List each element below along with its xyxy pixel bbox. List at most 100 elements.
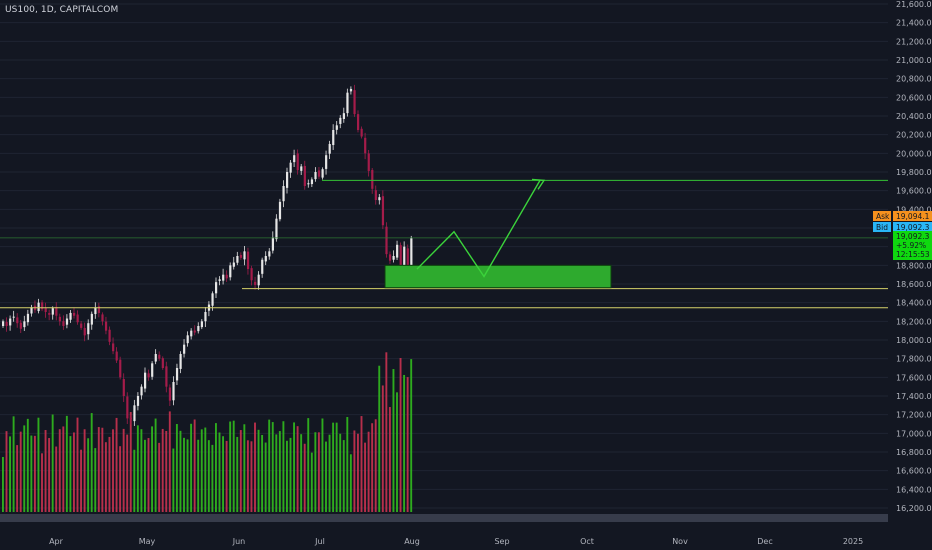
volume-bar [303, 443, 306, 512]
volume-bar [37, 417, 40, 512]
candle-body [161, 358, 164, 368]
candle-body [307, 183, 310, 185]
volume-bar [147, 438, 150, 512]
volume-bar [307, 418, 310, 512]
volume-bar [381, 385, 384, 512]
candle-body [378, 197, 381, 201]
candle-body [5, 321, 8, 326]
price-tick-label: 17,400.0 [896, 392, 932, 401]
volume-bar [5, 431, 8, 512]
volume-bar [232, 420, 235, 512]
candle-body [108, 329, 111, 342]
symbol-title[interactable]: US100, 1D, CAPITALCOM [5, 5, 119, 15]
candle-body [97, 306, 101, 313]
volume-bar [51, 414, 54, 512]
volume-bar [193, 419, 196, 512]
candle-body [140, 386, 143, 396]
candle-body [119, 359, 122, 378]
time-tick-label: Dec [757, 537, 772, 546]
price-tick-label: 21,600.0 [896, 0, 932, 9]
volume-bar [200, 429, 203, 512]
candle-body [51, 308, 54, 315]
candle-body [399, 245, 402, 272]
price-tick-label: 21,200.0 [896, 37, 932, 46]
volume-bar [261, 435, 264, 512]
volume-bar [236, 436, 239, 512]
volume-bar [33, 435, 36, 512]
candle-body [261, 259, 264, 274]
volume-bar [268, 419, 271, 512]
volume-bar [83, 429, 86, 512]
candle-body [403, 246, 406, 272]
candle-body [218, 279, 221, 281]
candle-body [55, 306, 58, 316]
time-tick-label: 2025 [843, 537, 863, 546]
candle-body [122, 379, 125, 396]
candle-body [392, 256, 395, 260]
volume-bar [360, 416, 363, 512]
candle-body [158, 354, 161, 359]
candle-body [278, 201, 282, 220]
volume-bar [399, 357, 402, 512]
price-tick-label: 18,200.0 [896, 317, 932, 326]
volume-bar [12, 416, 15, 512]
price-tick-label: 16,800.0 [896, 448, 932, 457]
volume-bar [388, 407, 391, 512]
candle-body [9, 318, 12, 326]
volume-bar [186, 439, 189, 512]
candle-body [303, 165, 306, 186]
volume-bar [101, 427, 104, 512]
candle-body [94, 307, 97, 315]
volume-bar [239, 430, 242, 512]
candle-body [215, 282, 218, 294]
candle-body [129, 417, 132, 420]
time-scrollbar[interactable] [0, 514, 888, 522]
candle-body [257, 274, 260, 286]
volume-bar [300, 434, 303, 512]
price-tick-label: 20,200.0 [896, 131, 932, 140]
candle-body [147, 373, 150, 378]
candle-body [364, 137, 367, 154]
candle-body [204, 312, 207, 322]
volume-bar [122, 428, 125, 512]
candle-body [126, 396, 129, 419]
bid-tag-value-bg [893, 222, 932, 232]
projection-path[interactable] [416, 180, 541, 278]
candle-body [286, 172, 289, 188]
candle-body [296, 153, 299, 171]
volume-bar [310, 452, 313, 512]
volume-bar [321, 418, 324, 512]
volume-bar [364, 442, 366, 512]
candle-body [179, 354, 182, 369]
candle-body [69, 312, 72, 320]
volume-bar [271, 422, 274, 512]
time-tick-label: Apr [49, 537, 64, 546]
candle-body [2, 321, 5, 326]
candle-body [222, 274, 225, 281]
volume-bar [314, 432, 317, 512]
demand-zone-rect[interactable] [384, 264, 612, 289]
last-price-value: 19,092.3 [896, 232, 930, 241]
candle-body [357, 114, 360, 130]
bid-tag-label: Bid [876, 223, 888, 232]
candle-body [73, 312, 76, 316]
volume-bar [275, 434, 278, 512]
volume-bar [371, 423, 374, 512]
bid-tag-label-bg [873, 222, 891, 232]
volume-bar [282, 421, 285, 512]
candle-body [211, 293, 214, 306]
time-tick-label: Jun [232, 537, 246, 546]
candle-body [332, 130, 335, 146]
volume-bar [44, 430, 47, 512]
candle-body [190, 330, 193, 337]
volume-bar [342, 440, 345, 512]
candle-body [83, 327, 86, 336]
candle-body [101, 314, 104, 322]
ask-tag-label: Ask [876, 212, 890, 221]
volume-bar [115, 417, 118, 512]
volume-bar [229, 421, 232, 512]
candle-body [250, 268, 253, 281]
candle-body [44, 307, 47, 312]
